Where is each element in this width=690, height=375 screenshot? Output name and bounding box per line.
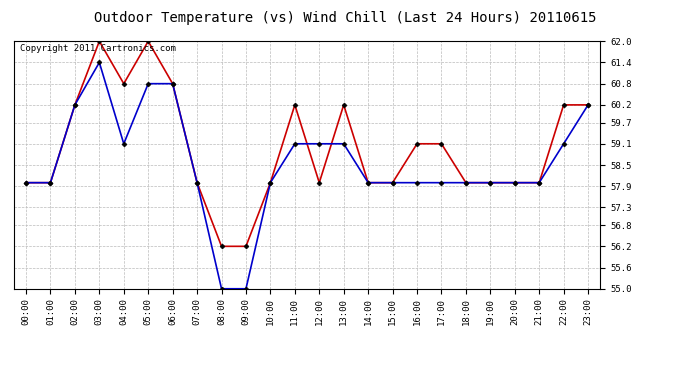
Text: Outdoor Temperature (vs) Wind Chill (Last 24 Hours) 20110615: Outdoor Temperature (vs) Wind Chill (Las… <box>94 11 596 25</box>
Text: Copyright 2011 Cartronics.com: Copyright 2011 Cartronics.com <box>19 44 175 53</box>
